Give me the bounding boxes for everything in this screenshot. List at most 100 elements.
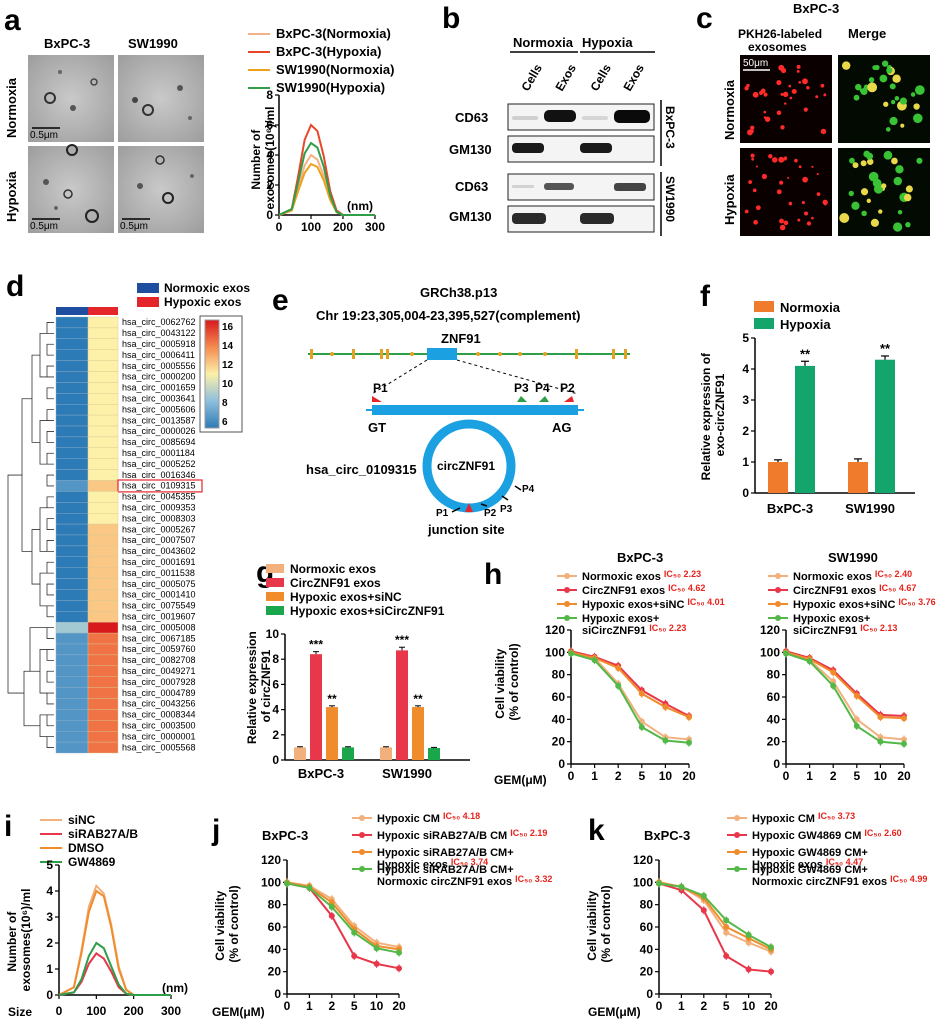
bar <box>412 707 424 760</box>
heatmap-row-label: hsa_circ_0016346 <box>122 470 196 480</box>
legend-entry: BxPC-3(Hypoxia) <box>276 44 381 59</box>
heatmap-row-label: hsa_circ_0003641 <box>122 394 196 404</box>
ic50-label: IC₅₀ 3.74 <box>451 857 488 867</box>
y-axis-label-f: Relative expression of exo-circZNF91 <box>699 350 727 481</box>
dose-response-line <box>286 881 400 951</box>
green-cell <box>910 92 916 97</box>
legend-entry: Hypoxic siRAB27A/B CM IC₅₀ 2.19 <box>377 828 547 842</box>
green-cell <box>861 210 867 217</box>
x-tick-label: 5 <box>723 999 730 1013</box>
green-cell <box>889 83 896 90</box>
data-point <box>591 657 598 664</box>
em-scalebar-label: 0.5μm <box>30 130 58 141</box>
heatmap-cell <box>87 349 119 361</box>
data-point <box>700 892 707 899</box>
panel-label-h: h <box>484 558 502 591</box>
y-axis-label-k: Cell viability (% of control) <box>585 885 613 962</box>
dose-response-line <box>658 882 772 973</box>
green-cell <box>889 116 898 126</box>
bar <box>875 359 895 493</box>
y-tick-label: 4 <box>46 884 53 898</box>
nta-chart-i: 0 1 2 3 4 5 0 100 200 300 <box>46 858 181 1018</box>
splice-gt: GT <box>368 420 386 435</box>
western-blot <box>507 103 655 233</box>
x-tick-label: 20 <box>897 769 911 783</box>
ic50-label: IC₅₀ 3.32 <box>515 874 552 884</box>
heatmap-cell <box>87 502 119 514</box>
data-point <box>328 899 335 906</box>
heatmap-row-label: hsa_circ_0005008 <box>122 622 196 632</box>
col-label-merge: Merge <box>848 26 886 41</box>
red-dot <box>750 129 754 133</box>
heatmap-cell <box>87 327 119 339</box>
legend-swatch <box>266 564 284 573</box>
legend-entry: Hypoxic GW4869 CM IC₅₀ 2.60 <box>752 828 902 842</box>
green-cell <box>893 176 902 186</box>
exon-bar <box>372 405 578 415</box>
primer-label: P1 <box>436 508 449 519</box>
x-tick-label: 200 <box>124 1004 144 1018</box>
x-category-label: SW1990 <box>382 766 432 781</box>
y-tick-label: 100 <box>261 875 281 889</box>
data-point <box>783 650 789 657</box>
green-cell <box>891 157 898 165</box>
x-tick-label: 5 <box>351 999 358 1013</box>
x-tick-label: 1 <box>591 769 598 783</box>
y-tick-label: 20 <box>552 735 566 749</box>
heatmap-cell <box>55 404 89 416</box>
y-tick-label: 80 <box>552 668 566 682</box>
green-cell <box>894 96 900 101</box>
legend-entry: Hypoxic exos+siCircZNF91 <box>290 604 445 618</box>
x-tick-label: 0 <box>568 769 575 783</box>
heatmap-cell <box>55 371 89 383</box>
colorbar-tick: 8 <box>222 398 228 409</box>
data-point <box>686 739 692 746</box>
primer-label: P2 <box>484 508 497 519</box>
red-dot <box>782 91 789 98</box>
y-tick-label: 5 <box>46 858 53 872</box>
data-point <box>328 903 335 910</box>
y-tick-label: 60 <box>767 690 781 704</box>
data-point <box>901 715 907 722</box>
red-dot <box>776 80 782 86</box>
group-label-normoxia: Normoxia <box>513 35 574 50</box>
bar <box>380 747 392 760</box>
y-tick-label: 60 <box>268 920 282 934</box>
heatmap-cell <box>55 611 89 623</box>
heatmap-cell <box>87 534 119 547</box>
y-axis-label-j: Cell viability (% of control) <box>213 885 241 962</box>
data-point <box>700 907 707 914</box>
green-cell <box>881 183 887 189</box>
blot-row-label: GM130 <box>449 209 492 224</box>
heatmap-cell <box>87 698 119 710</box>
y-tick-label: 80 <box>767 668 781 682</box>
data-point <box>638 724 645 731</box>
heatmap-row-label: hsa_circ_0003500 <box>122 721 196 731</box>
primer-label: P4 <box>535 381 550 395</box>
red-dot <box>760 88 766 94</box>
em-image-bxpc3-hypoxia: 0.5μm <box>28 144 114 233</box>
green-cell <box>893 222 903 232</box>
green-cell <box>868 77 875 83</box>
nta-curve <box>278 141 375 216</box>
panel-j-title: BxPC-3 <box>262 828 308 843</box>
heatmap-cell <box>87 436 119 448</box>
x-category-label: BxPC-3 <box>298 766 344 781</box>
heatmap-cell <box>87 731 119 743</box>
col-label-pkh26-2: exosomes <box>748 40 807 54</box>
y-tick-label: 20 <box>640 965 654 979</box>
red-dot <box>750 125 755 130</box>
colorbar-tick: 14 <box>222 341 234 352</box>
red-dot <box>811 165 814 168</box>
red-dot <box>771 157 778 163</box>
highlight-box <box>117 479 203 493</box>
legend-entry: Hypoxic GW4869 CM+ <box>752 864 868 876</box>
legend-entry: Hypoxic exos+siNC IC₅₀ 4.01 <box>582 597 725 611</box>
heatmap-cell <box>55 480 89 492</box>
y-tick-label: 6 <box>272 677 279 691</box>
panel-label-j: j <box>211 814 220 847</box>
data-point <box>745 966 752 973</box>
green-cell <box>867 158 874 165</box>
heatmap-row-label: hsa_circ_0004789 <box>122 688 196 698</box>
